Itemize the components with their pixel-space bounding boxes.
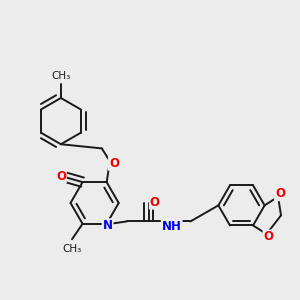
Text: O: O [150,196,160,209]
Text: CH₃: CH₃ [51,71,70,81]
Text: O: O [56,170,66,183]
Text: N: N [103,219,112,232]
Text: O: O [275,187,285,200]
Text: O: O [109,157,119,170]
Text: CH₃: CH₃ [62,244,82,254]
Text: NH: NH [162,220,182,233]
Text: O: O [263,230,274,244]
